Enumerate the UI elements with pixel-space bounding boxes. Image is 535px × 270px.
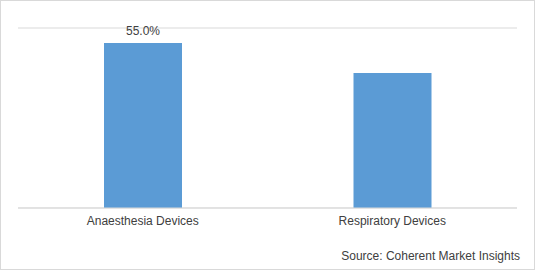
svg-text:Respiratory Devices: Respiratory Devices xyxy=(339,214,446,228)
svg-text:Anaesthesia Devices: Anaesthesia Devices xyxy=(87,214,199,228)
html-text:Source: Coherent Market Insigh: Source: Coherent Market Insights xyxy=(341,249,520,263)
svg-text:55.0%: 55.0% xyxy=(126,24,160,38)
